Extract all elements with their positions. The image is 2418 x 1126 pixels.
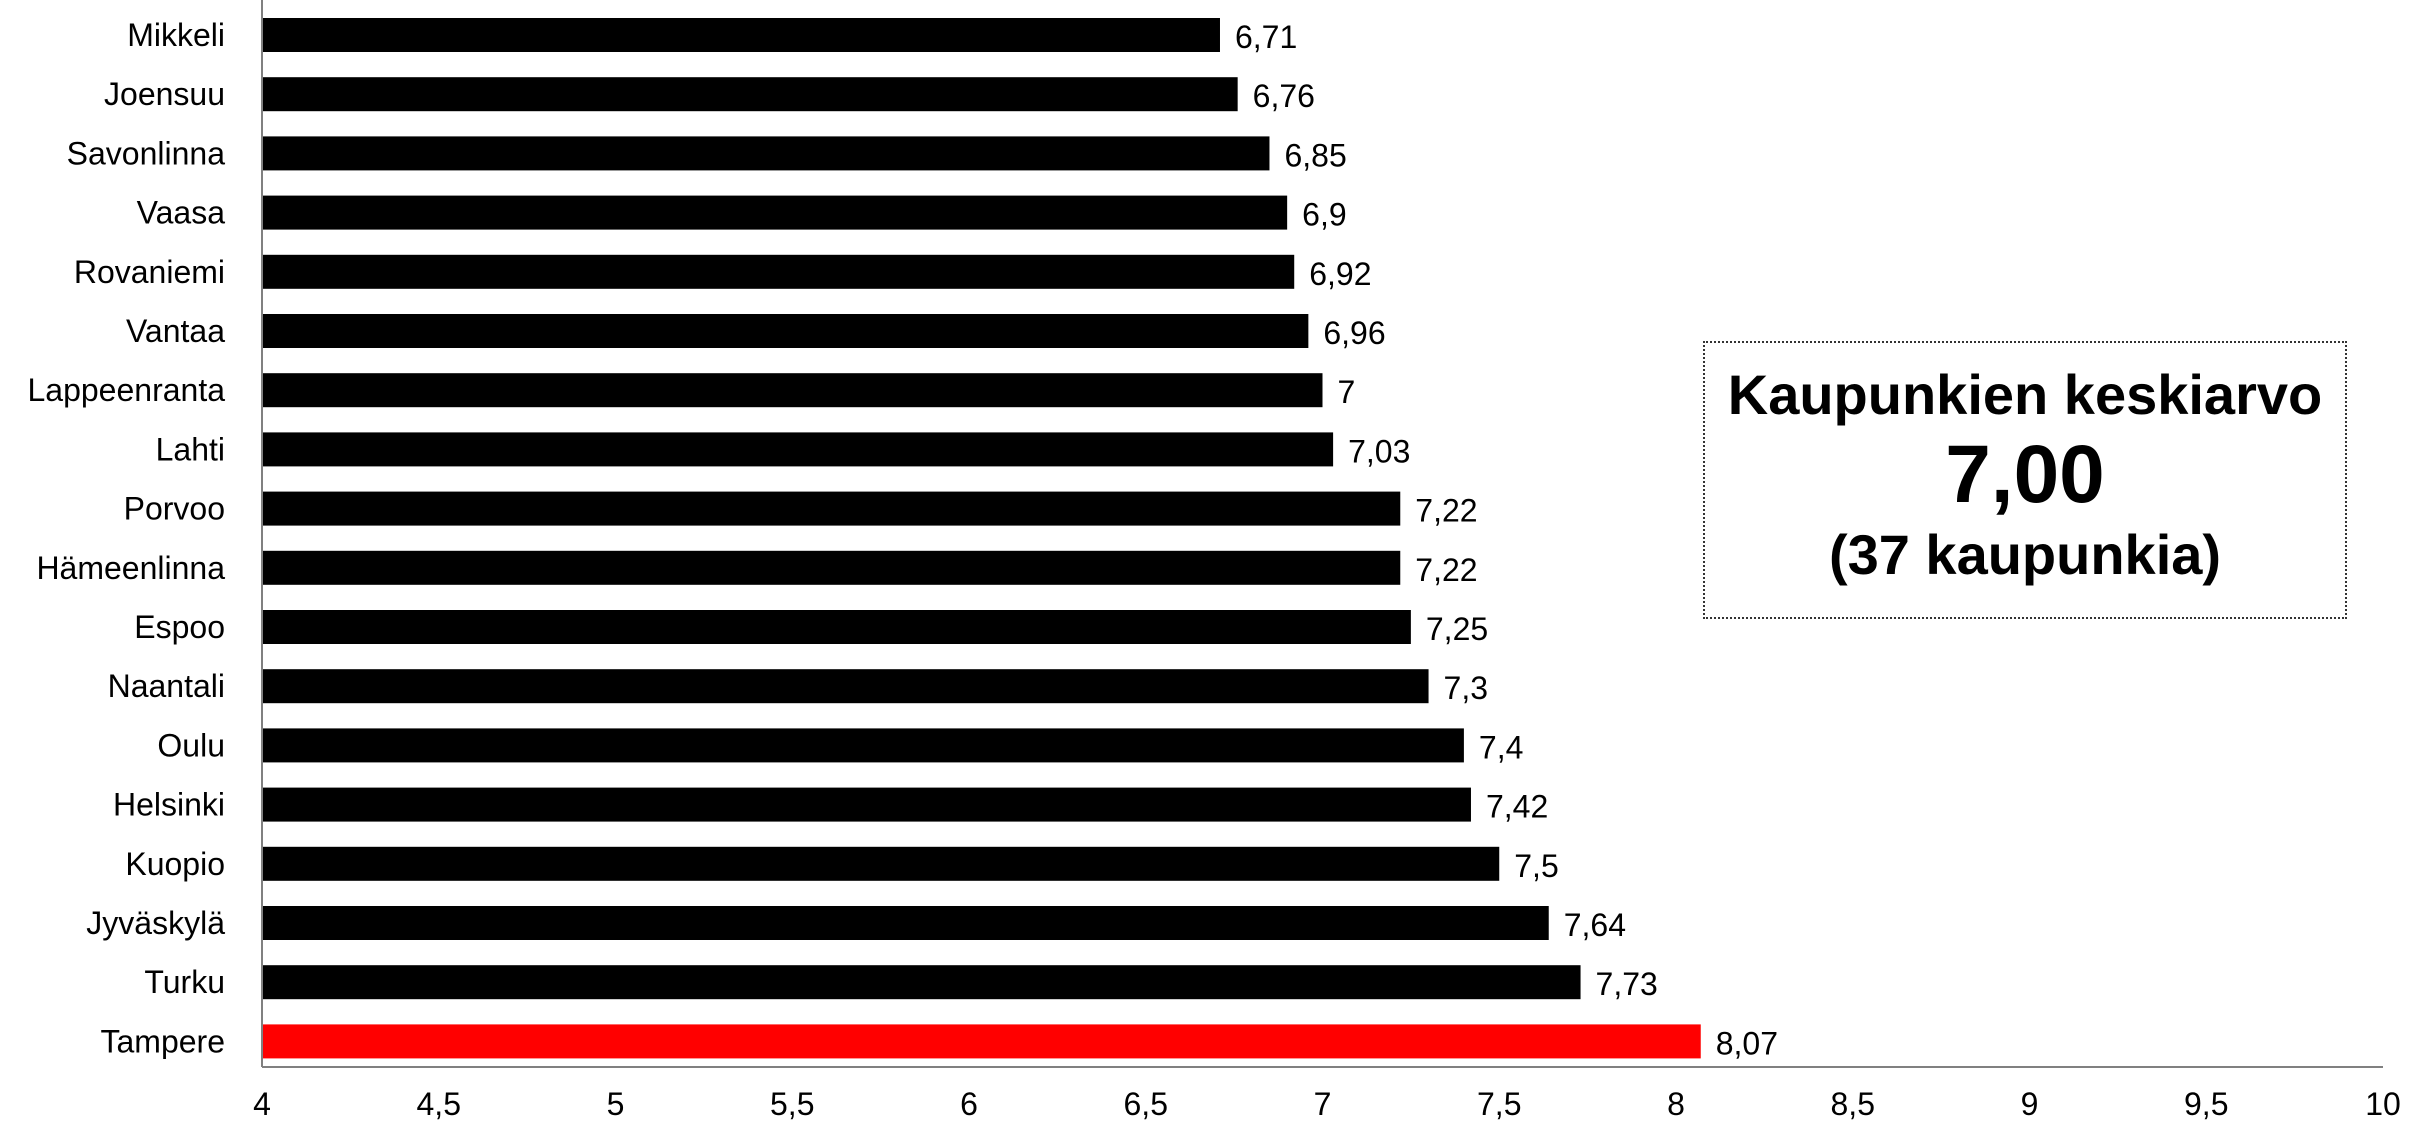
data-label-espoo: 7,25 — [1426, 611, 1488, 647]
average-callout: Kaupunkien keskiarvo 7,00 (37 kaupunkia) — [1703, 341, 2347, 619]
category-label-porvoo: Porvoo — [124, 491, 225, 527]
bar-tampere — [262, 1024, 1701, 1059]
callout-title: Kaupunkien keskiarvo — [1727, 363, 2323, 426]
data-label-lappeenranta: 7 — [1338, 374, 1356, 410]
category-label-savonlinna: Savonlinna — [67, 135, 226, 171]
data-label-joensuu: 6,76 — [1253, 78, 1315, 114]
bar-kuopio — [262, 846, 1500, 881]
x-tick-label: 5,5 — [770, 1086, 814, 1122]
x-tick-label: 10 — [2365, 1086, 2401, 1122]
x-tick-label: 9,5 — [2184, 1086, 2228, 1122]
bar-vantaa — [262, 314, 1309, 348]
category-label-lappeenranta: Lappeenranta — [27, 372, 225, 408]
data-labels: 6,716,766,856,96,926,9677,037,227,227,25… — [1235, 19, 1778, 1061]
x-tick-label: 4 — [253, 1086, 271, 1122]
data-label-oulu: 7,4 — [1479, 729, 1523, 765]
data-label-porvoo: 7,22 — [1415, 493, 1477, 529]
category-label-oulu: Oulu — [157, 727, 225, 763]
bar-joensuu — [262, 77, 1238, 112]
bar-helsinki — [262, 787, 1471, 822]
bar-porvoo — [262, 491, 1401, 526]
bar-espoo — [262, 610, 1411, 644]
data-label-vaasa: 6,9 — [1302, 197, 1346, 233]
bar-turku — [262, 965, 1581, 1000]
category-label-rovaniemi: Rovaniemi — [74, 254, 225, 290]
data-label-hameenlinna: 7,22 — [1415, 552, 1477, 588]
data-label-lahti: 7,03 — [1348, 433, 1410, 469]
category-labels: Mikkeli Joensuu Savonlinna Vaasa Rovaniemi Va… — [27, 17, 225, 1059]
data-label-helsinki: 7,42 — [1486, 789, 1548, 825]
data-label-tampere: 8,07 — [1716, 1025, 1778, 1061]
category-label-turku: Turku — [144, 964, 225, 1000]
category-label-mikkeli: Mikkeli — [127, 17, 225, 53]
data-label-rovaniemi: 6,92 — [1309, 256, 1371, 292]
category-label-naantali: Naantali — [108, 668, 225, 704]
x-tick-label: 7,5 — [1477, 1086, 1521, 1122]
bar-savonlinna — [262, 136, 1270, 171]
category-label-lahti: Lahti — [156, 431, 225, 467]
data-label-mikkeli: 6,71 — [1235, 19, 1297, 55]
x-tick-label: 9 — [2021, 1086, 2039, 1122]
data-label-vantaa: 6,96 — [1323, 315, 1385, 351]
x-tick-label: 8 — [1667, 1086, 1685, 1122]
data-label-savonlinna: 6,85 — [1284, 137, 1346, 173]
bar-lahti — [262, 432, 1334, 467]
data-label-kuopio: 7,5 — [1514, 848, 1558, 884]
data-label-naantali: 7,3 — [1444, 670, 1488, 706]
bar-lappeenranta — [262, 373, 1323, 408]
category-label-joensuu: Joensuu — [104, 76, 225, 112]
bar-mikkeli — [262, 18, 1220, 52]
bar-rovaniemi — [262, 254, 1295, 289]
category-label-kuopio: Kuopio — [125, 846, 225, 882]
callout-value: 7,00 — [1945, 429, 2105, 520]
data-label-jyvaskyla: 7,64 — [1564, 907, 1626, 943]
bar-naantali — [262, 669, 1429, 704]
x-tick-label: 8,5 — [1831, 1086, 1875, 1122]
bar-hameenlinna — [262, 550, 1401, 585]
category-label-hameenlinna: Hämeenlinna — [36, 550, 225, 586]
category-label-helsinki: Helsinki — [113, 787, 225, 823]
x-axis: 4 4,5 5 5,5 6 6,5 7 7,5 8 8,5 9 9,5 10 — [253, 0, 2401, 1122]
category-label-tampere: Tampere — [101, 1023, 226, 1059]
category-label-jyvaskyla: Jyväskylä — [86, 905, 225, 941]
x-tick-label: 6,5 — [1124, 1086, 1168, 1122]
bar-vaasa — [262, 195, 1288, 230]
data-label-turku: 7,73 — [1596, 966, 1658, 1002]
bar-jyvaskyla — [262, 906, 1549, 940]
bar-oulu — [262, 728, 1464, 763]
category-label-vantaa: Vantaa — [126, 313, 225, 349]
x-tick-label: 7 — [1314, 1086, 1332, 1122]
x-tick-label: 5 — [607, 1086, 625, 1122]
x-tick-label: 6 — [960, 1086, 978, 1122]
bars-group — [262, 18, 1701, 1059]
category-label-espoo: Espoo — [134, 609, 225, 645]
category-label-vaasa: Vaasa — [137, 195, 226, 231]
x-tick-label: 4,5 — [417, 1086, 461, 1122]
callout-count: (37 kaupunkia) — [1828, 523, 2222, 586]
